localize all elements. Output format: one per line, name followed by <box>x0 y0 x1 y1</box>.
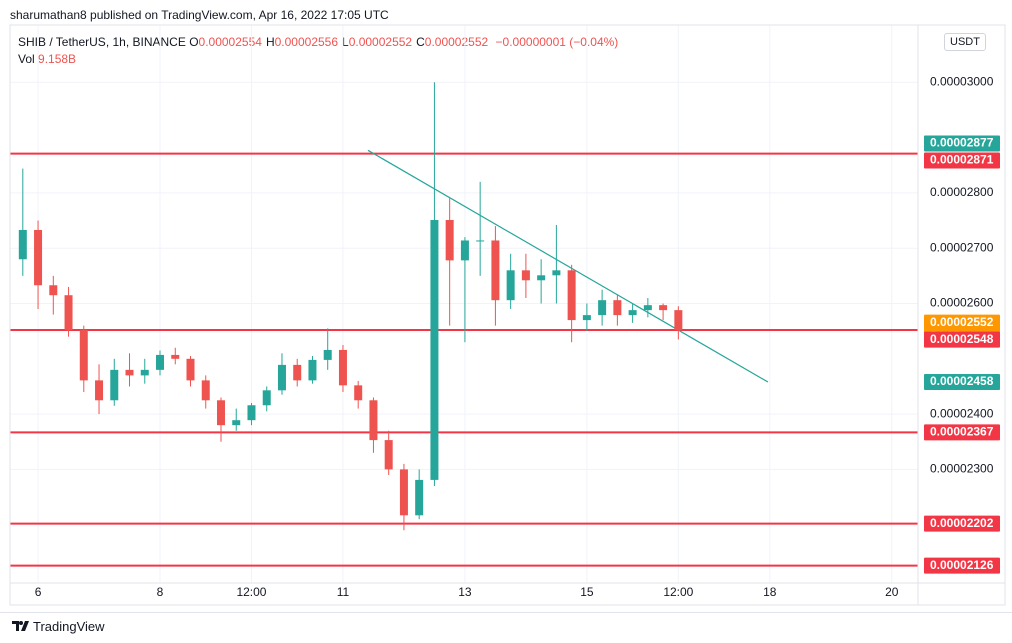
volume-label: Vol <box>18 52 35 66</box>
y-tick-label: 0.00002300 <box>930 462 994 476</box>
ohlc-label: C <box>416 35 425 49</box>
brand-logo <box>12 621 29 631</box>
price-badge <box>924 374 1000 391</box>
candle-body <box>216 400 225 426</box>
x-tick-label: 6 <box>35 585 42 599</box>
candle-body <box>552 270 561 276</box>
candle-body <box>460 240 469 261</box>
chart: 0.00003000 0.00002800 0.00002700 0.00002600… <box>9 24 1006 606</box>
candle-body <box>110 369 119 401</box>
candle-body <box>171 354 180 359</box>
price-badge-label: 0.00002552 <box>930 315 994 329</box>
candle-body <box>156 354 165 370</box>
candle-body <box>49 285 58 296</box>
x-tick-label: 15 <box>580 585 594 599</box>
candle-body <box>262 390 271 406</box>
candle-body <box>338 349 347 386</box>
candle-body <box>34 229 43 286</box>
ohlc-value: 0.00002556 <box>274 35 339 49</box>
candle-body <box>247 405 256 421</box>
x-tick-label: 8 <box>157 585 164 599</box>
price-badge <box>924 557 1000 574</box>
price-badge-label: 0.00002458 <box>930 374 994 388</box>
candle-body <box>659 305 668 311</box>
candle-body <box>476 240 485 242</box>
candle-body <box>537 275 546 281</box>
y-tick-label: 0.00003000 <box>930 74 994 88</box>
volume-header: Vol 9.158B <box>18 52 76 66</box>
candle-body <box>445 219 454 261</box>
legend-header: SHIB / TetherUS, 1h, BINANCE O0.00002554… <box>18 35 618 49</box>
price-badge-label: 0.00002367 <box>930 425 994 439</box>
candle-body <box>95 380 104 401</box>
candle-body <box>293 364 302 381</box>
price-badge-label: 0.00002871 <box>930 153 994 167</box>
candle-body <box>506 270 515 301</box>
price-badge <box>924 515 1000 532</box>
candle-body <box>308 359 317 381</box>
ohlc: O0.00002554 H0.00002556 L0.00002552 C0.0000… <box>189 35 492 49</box>
candle-body <box>674 310 683 331</box>
candle-body <box>369 400 378 441</box>
candle-body <box>140 369 149 376</box>
x-tick-label: 12:00 <box>663 585 693 599</box>
candle-body <box>201 380 210 401</box>
chart-frame <box>9 24 1006 606</box>
candle-body <box>582 315 591 321</box>
brand: TradingView <box>33 619 105 634</box>
ohlc-value: 0.00002552 <box>424 35 489 49</box>
price-badge-label: 0.00002202 <box>930 516 994 530</box>
y-tick-label: 0.00002400 <box>930 406 994 420</box>
publisher: sharumathan8 published on TradingView.co… <box>10 8 389 22</box>
ohlc-value: 0.00002554 <box>198 35 262 49</box>
ohlc-label: H <box>265 35 275 49</box>
x-tick-label: 20 <box>885 585 899 599</box>
change: −0.00000001 (−0.04%) <box>495 35 619 49</box>
y-tick-label: 0.00002800 <box>930 185 994 199</box>
candle-body <box>628 310 637 316</box>
candle-body <box>491 240 500 301</box>
ohlc-value: 0.00002552 <box>348 35 413 49</box>
price-badge-label: 0.00002877 <box>930 136 994 150</box>
candle-body <box>399 469 408 516</box>
ohlc-label: O <box>189 35 199 49</box>
price-badge <box>924 152 1000 169</box>
candle-body <box>125 369 134 376</box>
candle-body <box>384 440 393 470</box>
x-tick-label: 11 <box>337 585 350 599</box>
candle-body <box>613 300 622 316</box>
price-badge-label: 0.00002126 <box>930 558 994 572</box>
price-badge <box>924 331 1000 348</box>
candle-body <box>64 295 73 331</box>
x-tick-label: 13 <box>458 585 472 599</box>
candle-body <box>643 305 652 311</box>
currency-button[interactable]: USDT <box>944 33 986 51</box>
ohlc-label: L <box>342 35 349 49</box>
price-badge <box>924 135 1000 152</box>
volume-value: 9.158B <box>38 52 77 66</box>
price-badge <box>924 424 1000 441</box>
candle-body <box>430 219 439 480</box>
trendline <box>367 149 769 383</box>
y-tick-label: 0.00002600 <box>930 296 994 310</box>
candle-body <box>567 270 576 321</box>
candle-body <box>18 229 27 260</box>
candle-body <box>79 330 88 381</box>
y-tick-label: 0.00002700 <box>930 240 994 254</box>
footer-divider <box>0 612 1012 613</box>
x-tick-label: 12:00 <box>236 585 266 599</box>
candle-body <box>232 420 241 426</box>
candle-body <box>415 479 424 516</box>
candle-body <box>521 270 530 281</box>
x-tick-label: 18 <box>763 585 777 599</box>
candle-body <box>186 358 195 381</box>
price-badge-label: 0.00002548 <box>930 332 994 346</box>
candle-body <box>277 364 286 391</box>
symbol-title: SHIB / TetherUS, 1h, BINANCE <box>18 35 186 49</box>
candle-body <box>354 385 363 401</box>
candle-body <box>323 349 332 360</box>
candle-body <box>598 300 607 316</box>
